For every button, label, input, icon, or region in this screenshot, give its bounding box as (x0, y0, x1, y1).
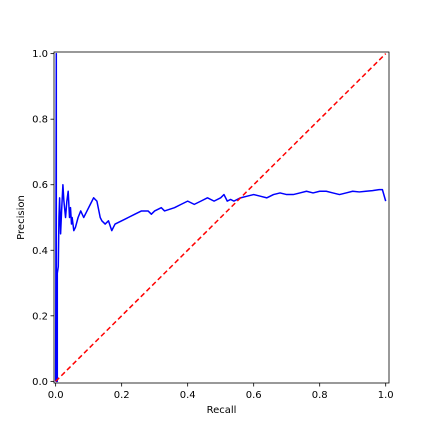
x-tick-label: 0.4 (180, 390, 196, 401)
precision-recall-curve (54, 52, 387, 383)
y-tick-label: 0.2 (32, 311, 48, 322)
x-tick-label: 0.8 (312, 390, 328, 401)
x-tick-label: 0.2 (114, 390, 130, 401)
y-tick-label: 0.4 (32, 246, 48, 257)
y-tick-label: 0.8 (32, 115, 48, 126)
y-tick-label: 0.0 (32, 377, 48, 388)
axes-frame (53, 51, 390, 384)
y-tick-label: 0.6 (32, 180, 48, 191)
y-axis-label: Precision (16, 195, 27, 240)
x-tick-label: 0.6 (246, 390, 262, 401)
x-tick-label: 0.0 (48, 390, 64, 401)
diagonal-reference-line (55, 53, 387, 382)
plot-area: 0.0 0.2 0.4 0.6 0.8 1.0 0.0 0.2 0.4 0.6 0.8 1.0 (32, 49, 394, 401)
x-tick-label: 1.0 (378, 390, 394, 401)
y-tick-label: 1.0 (32, 49, 48, 60)
x-axis-label: Recall (207, 405, 237, 416)
